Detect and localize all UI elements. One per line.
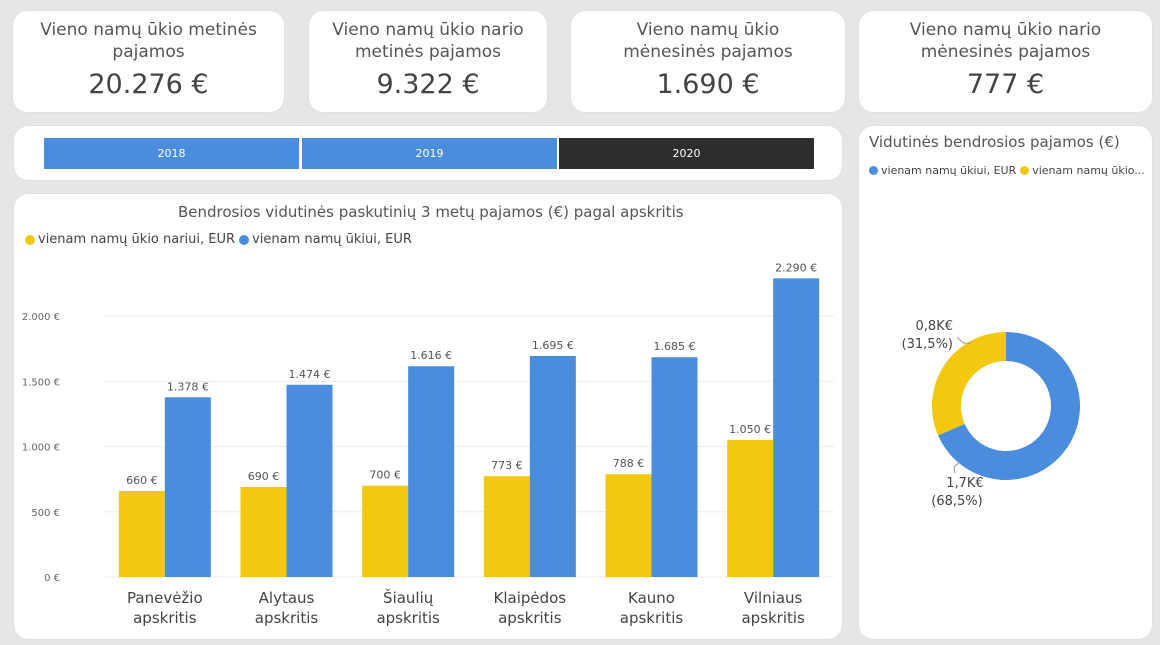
year-2018-button[interactable]: 2018 [44, 138, 299, 169]
kpi-title: Vieno namų ūkio nario metinės pajamos [332, 20, 524, 62]
bar-chart-legend: vienam namų ūkio nariui, EUR vienam namų… [25, 232, 412, 247]
x-tick-label: apskritis [376, 609, 440, 627]
kpi-card-household-annual: Vieno namų ūkio metinės pajamos 20.276 € [13, 11, 284, 112]
x-tick-label: apskritis [741, 609, 805, 627]
kpi-value: 20.276 € [88, 69, 209, 100]
kpi-card-member-annual: Vieno namų ūkio nario metinės pajamos 9.… [309, 11, 547, 112]
bar-chart-card: Bendrosios vidutinės paskutinių 3 metų p… [14, 194, 842, 639]
year-2019-button[interactable]: 2019 [302, 138, 557, 169]
donut-slice [938, 332, 1080, 480]
legend-label-member[interactable]: vienam namų ūkio nariui, EUR [38, 232, 236, 247]
donut-label-yellow-pct: (31,5%) [902, 337, 953, 352]
bar [773, 278, 820, 577]
x-tick-label: Panevėžio [127, 589, 203, 607]
x-tick-label: apskritis [255, 609, 319, 627]
donut-label-blue-value: 1,7K€ [946, 476, 983, 491]
bar-data-label: 1.685 € [654, 340, 696, 353]
kpi-title: Vieno namų ūkio mėnesinės pajamos [623, 20, 793, 62]
bar-data-label: 1.616 € [410, 349, 452, 362]
legend-blue-dot [869, 166, 878, 175]
bar [651, 357, 698, 577]
bar [118, 490, 165, 577]
y-tick-label: 1.000 € [22, 443, 60, 454]
bar-data-label: 1.050 € [729, 423, 771, 436]
bar-data-label: 1.695 € [532, 339, 574, 352]
kpi-value: 1.690 € [656, 69, 760, 100]
bar-data-label: 1.474 € [289, 368, 331, 381]
x-tick-label: apskritis [620, 609, 684, 627]
bar [408, 366, 455, 577]
y-tick-label: 2.000 € [22, 312, 60, 323]
donut-slice [932, 332, 1006, 436]
y-tick-label: 500 € [31, 508, 60, 519]
legend-label-member[interactable]: vienam namų ūkio... [1032, 164, 1145, 177]
bar [164, 397, 211, 577]
x-tick-label: apskritis [498, 609, 562, 627]
bar-data-label: 660 € [126, 474, 158, 487]
y-tick-label: 0 € [44, 573, 60, 584]
kpi-value: 777 € [966, 69, 1045, 100]
legend-label-household[interactable]: vienam namų ūkiui, EUR [252, 232, 412, 247]
legend-label-household[interactable]: vienam namų ūkiui, EUR [881, 164, 1017, 177]
y-tick-label: 1.500 € [22, 377, 60, 388]
donut-chart-legend: vienam namų ūkiui, EUR vienam namų ūkio.… [869, 164, 1145, 177]
donut-chart-card: Vidutinės bendrosios pajamos (€) vienam … [859, 126, 1152, 639]
bar-chart-title: Bendrosios vidutinės paskutinių 3 metų p… [178, 203, 684, 221]
bar [362, 485, 409, 577]
bar-chart-plot: 0 € 500 € 1.000 € 1.500 € 2.000 € 660 € 1.378 … [22, 261, 834, 627]
x-tick-label: Šiaulių [383, 588, 434, 607]
bar [727, 440, 774, 577]
leader-line [953, 461, 961, 474]
legend-yellow-dot [1020, 166, 1030, 175]
bar-data-label: 788 € [613, 457, 645, 470]
kpi-card-member-monthly: Vieno namų ūkio nario mėnesinės pajamos … [859, 11, 1152, 112]
x-tick-label: apskritis [133, 609, 197, 627]
bar-data-label: 1.378 € [167, 380, 209, 393]
donut-chart-title: Vidutinės bendrosios pajamos (€) [869, 133, 1120, 151]
kpi-card-household-monthly: Vieno namų ūkio mėnesinės pajamos 1.690 … [571, 11, 845, 112]
bar [483, 476, 530, 577]
bar-data-label: 690 € [248, 470, 280, 483]
bar-data-label: 700 € [369, 469, 401, 482]
x-tick-label: Kauno [628, 589, 675, 607]
kpi-title: Vieno namų ūkio metinės pajamos [40, 20, 257, 62]
legend-blue-dot [239, 234, 250, 245]
leader-line [956, 336, 971, 344]
bar [240, 487, 287, 577]
x-tick-label: Klaipėdos [494, 589, 567, 607]
x-tick-label: Vilniaus [744, 589, 803, 607]
donut-chart-plot: 0,8K€ (31,5%) 1,7K€ (68,5%) [902, 319, 1080, 509]
donut-label-yellow-value: 0,8K€ [916, 319, 953, 334]
bar [286, 384, 333, 577]
kpi-value: 9.322 € [376, 69, 480, 100]
year-slicer-card: 2018 2019 2020 [14, 126, 842, 180]
kpi-title: Vieno namų ūkio nario mėnesinės pajamos [909, 20, 1102, 62]
bar-data-label: 773 € [491, 459, 523, 472]
bar-data-label: 2.290 € [775, 261, 817, 274]
legend-yellow-dot [25, 234, 35, 245]
bar [605, 474, 652, 577]
donut-label-blue-pct: (68,5%) [931, 494, 982, 509]
x-tick-label: Alytaus [259, 589, 315, 607]
year-2020-button[interactable]: 2020 [559, 138, 814, 169]
bar [529, 355, 576, 577]
